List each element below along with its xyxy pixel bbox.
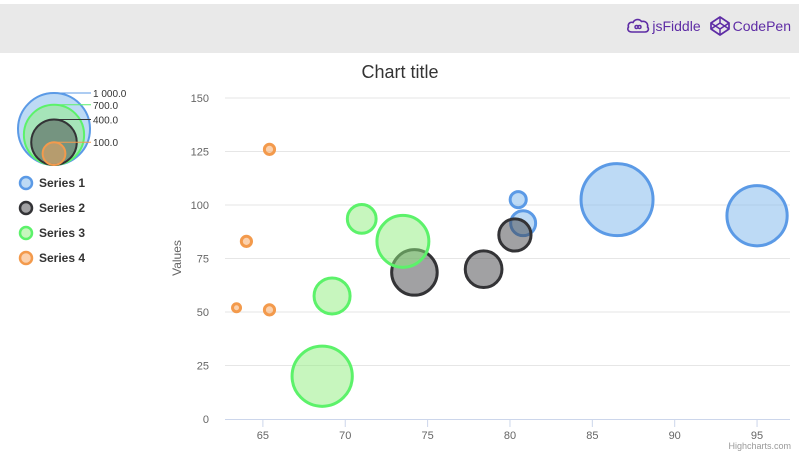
bubble-legend-label: 1 000.0 <box>93 89 127 100</box>
bubble-point <box>579 162 655 238</box>
x-tick-label: 90 <box>669 430 681 442</box>
jsfiddle-cloud-icon <box>627 18 650 33</box>
bubble-legend-label: 700.0 <box>93 101 118 112</box>
legend-item-series-2[interactable]: Series 2 <box>18 200 85 216</box>
legend-label: Series 1 <box>39 176 85 190</box>
bubble-point <box>508 190 528 210</box>
x-tick-label: 65 <box>257 430 269 442</box>
legend-label: Series 3 <box>39 226 85 240</box>
y-tick-label: 75 <box>197 254 209 266</box>
codepen-label: CodePen <box>732 18 791 34</box>
bubble-point <box>231 302 243 314</box>
bubble-point <box>262 303 277 317</box>
legend-item-series-1[interactable]: Series 1 <box>18 175 85 191</box>
bubble-point <box>375 213 431 269</box>
x-tick-label: 85 <box>586 430 598 442</box>
series-1-bubbles <box>508 162 789 248</box>
y-tick-label: 25 <box>197 361 209 373</box>
y-axis-title: Values <box>170 240 184 276</box>
top-toolbar: jsFiddle CodePen <box>0 4 799 53</box>
y-tick-label: 100 <box>191 200 209 212</box>
bubble-point <box>345 203 378 235</box>
x-axis: 65 70 75 80 85 90 95 <box>225 419 790 442</box>
bubble-point <box>463 249 504 290</box>
y-tick-label: 0 <box>203 414 209 426</box>
x-tick-label: 75 <box>421 430 433 442</box>
bubble-legend-label: 400.0 <box>93 115 118 126</box>
plot-area <box>231 142 789 408</box>
bubble-point <box>239 234 254 248</box>
series-legend: Series 1 Series 2 Series 3 Series 4 <box>18 175 85 266</box>
y-tick-label: 150 <box>191 93 209 105</box>
x-tick-label: 80 <box>504 430 516 442</box>
series-4-bubbles <box>231 142 277 317</box>
bubble-point <box>290 344 354 408</box>
legend-item-series-4[interactable]: Series 4 <box>18 250 85 266</box>
bubble-legend-circle <box>41 141 67 166</box>
external-links: jsFiddle CodePen <box>626 16 791 36</box>
legend-marker <box>18 250 34 266</box>
legend-marker <box>18 225 34 241</box>
legend-marker <box>18 175 34 191</box>
legend-marker <box>18 200 34 216</box>
codepen-link[interactable]: CodePen <box>709 16 791 36</box>
x-tick-label: 95 <box>751 430 763 442</box>
y-tick-label: 50 <box>197 307 209 319</box>
bubble-point <box>497 217 533 253</box>
bubble-point <box>725 184 789 248</box>
jsfiddle-link[interactable]: jsFiddle <box>626 17 701 35</box>
series-3-bubbles <box>290 203 431 408</box>
legend-label: Series 4 <box>39 251 85 265</box>
bubble-legend-label: 100.0 <box>93 138 118 149</box>
bubble-point <box>262 142 277 156</box>
x-tick-label: 70 <box>339 430 351 442</box>
legend-item-series-3[interactable]: Series 3 <box>18 225 85 241</box>
credits[interactable]: Highcharts.com <box>728 441 791 451</box>
jsfiddle-label: jsFiddle <box>652 18 701 34</box>
legend-label: Series 2 <box>39 201 85 215</box>
chart-title: Chart title <box>361 62 438 82</box>
y-axis: Values 0 25 50 75 100 125 150 <box>170 93 209 426</box>
y-tick-label: 125 <box>191 147 209 159</box>
bubble-point <box>312 276 352 316</box>
codepen-cube-icon <box>709 16 730 36</box>
